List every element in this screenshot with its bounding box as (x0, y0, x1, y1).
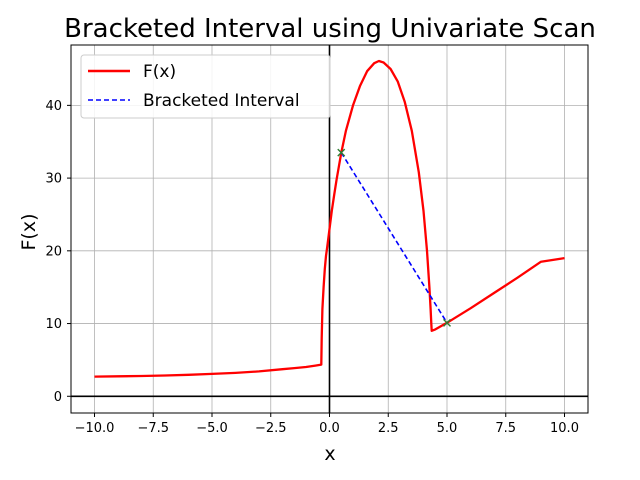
y-tick-label: 20 (45, 244, 62, 259)
x-tick-label: −7.5 (137, 421, 169, 436)
chart-title: Bracketed Interval using Univariate Scan (64, 14, 596, 44)
bracket-marker (443, 318, 451, 327)
y-tick-label: 10 (45, 317, 62, 332)
y-tick-label: 30 (45, 172, 62, 187)
x-tick-label: 0.0 (319, 421, 340, 436)
x-tick-label: 7.5 (495, 421, 516, 436)
x-axis-label: x (324, 443, 335, 465)
x-tick-label: 5.0 (437, 421, 458, 436)
y-tick-label: 0 (54, 390, 62, 405)
series-line-f-x (94, 59, 565, 378)
bracket-marker (337, 148, 346, 157)
y-tick-label: 40 (45, 99, 62, 114)
axes-ticks: −10.0 −7.5 −5.0 −2.5 0.0 2.5 5.0 7.5 10.0 0 10 20 30… (45, 99, 579, 436)
series-line-bracketed-interval (340, 152, 448, 324)
legend-label-fx: F(x) (143, 62, 176, 82)
x-tick-label: −10.0 (75, 421, 115, 436)
x-tick-label: 10.0 (550, 421, 579, 436)
x-tick-label: 2.5 (378, 421, 399, 436)
legend: F(x) Bracketed Interval (80, 54, 331, 119)
legend-label-bracketed-interval: Bracketed Interval (143, 91, 300, 111)
legend-box (80, 54, 331, 119)
x-tick-label: −5.0 (196, 421, 228, 436)
y-axis-label: F(x) (18, 214, 40, 251)
x-tick-label: −2.5 (255, 421, 287, 436)
plot-area (71, 45, 588, 413)
